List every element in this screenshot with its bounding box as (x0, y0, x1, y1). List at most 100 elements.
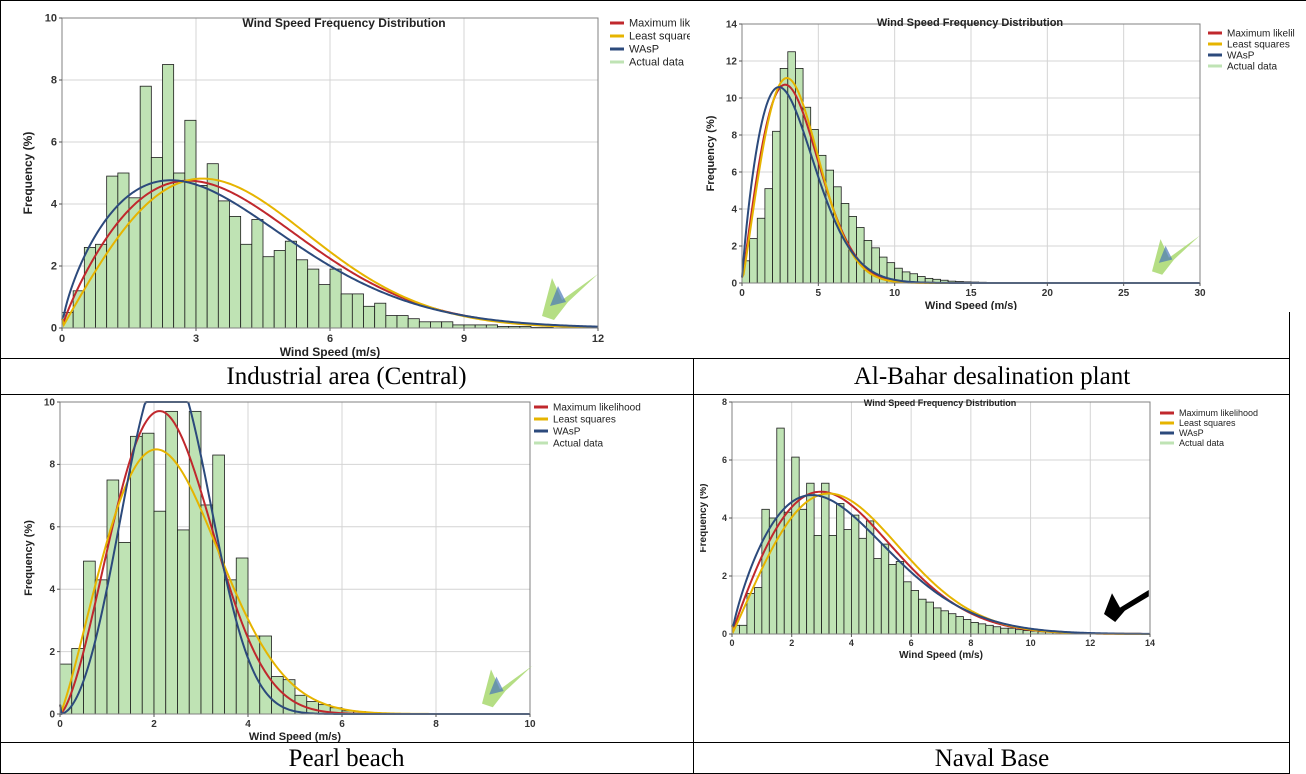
y-tick-label: 4 (722, 513, 727, 523)
histogram-bar (772, 130, 781, 284)
x-axis-label: Wind Speed (m/s) (249, 731, 342, 742)
histogram-bar (753, 587, 763, 635)
histogram-bar (1015, 629, 1024, 635)
histogram-bar (779, 68, 789, 284)
histogram-bar (925, 601, 934, 635)
legend-label: WAsP (1179, 428, 1204, 438)
histogram-bar (856, 227, 865, 284)
histogram-bar (200, 504, 214, 715)
x-tick-label: 12 (592, 333, 604, 345)
histogram-bar (247, 635, 261, 715)
histogram-bar (206, 163, 219, 329)
histogram-bar (985, 624, 994, 635)
logo-shape (542, 274, 598, 320)
table-border-middle (693, 358, 694, 774)
histogram-bar (828, 534, 837, 635)
histogram-bar (385, 315, 398, 329)
y-axis-label: Frequency (%) (23, 520, 35, 596)
y-axis-label: Frequency (%) (21, 132, 35, 215)
histogram-bar (1000, 627, 1009, 635)
y-tick-label: 12 (726, 56, 738, 67)
histogram-bar (418, 321, 431, 329)
watermark-logo-icon (482, 665, 533, 708)
y-tick-label: 0 (731, 278, 737, 289)
x-tick-label: 10 (1026, 638, 1036, 648)
histogram-bar (259, 635, 272, 715)
histogram-bar (340, 293, 353, 329)
legend-label: Least squares (553, 414, 616, 425)
y-tick-label: 6 (51, 137, 57, 149)
logo-shape (489, 676, 504, 695)
x-tick-label: 9 (461, 333, 467, 345)
x-tick-label: 12 (1085, 638, 1095, 648)
y-tick-label: 8 (51, 75, 57, 87)
table-row-divider-2 (0, 394, 1290, 395)
table-border-right (1289, 312, 1290, 774)
chart-industrial: 0 3 6 9 12 0 2 4 6 8 10 Wind Speed (m/s) Frequency (… (21, 13, 690, 359)
legend-label: Actual data (553, 438, 603, 449)
histogram-bar (813, 534, 822, 635)
x-tick-label: 0 (729, 638, 734, 648)
table-border-top (0, 0, 1306, 1)
x-tick-label: 4 (245, 719, 251, 730)
histogram-bar (273, 250, 286, 329)
y-tick-label: 10 (45, 13, 57, 25)
histogram-bar (903, 581, 912, 635)
curve-wasp (61, 179, 599, 328)
histogram-bar (307, 268, 320, 329)
logo-shape (1152, 235, 1200, 275)
legend-label: WAsP (629, 44, 659, 56)
y-tick-label: 2 (731, 241, 737, 252)
histogram-bar (940, 610, 949, 635)
curve-wasp (731, 494, 1151, 635)
y-tick-label: 4 (731, 204, 737, 215)
x-tick-label: 6 (339, 719, 345, 730)
histogram-bar (177, 529, 190, 715)
plot-frame (59, 401, 531, 715)
histogram-bar (1022, 630, 1031, 635)
histogram-bar (396, 315, 409, 329)
histogram-bar (955, 616, 964, 635)
chart-pearl-beach: 0 2 4 6 8 10 0 2 4 6 8 10 Wind Speed (m/s) Frequency … (23, 397, 641, 742)
y-tick-label: 8 (722, 397, 727, 407)
x-tick-label: 2 (789, 638, 794, 648)
histogram-bar (910, 590, 920, 635)
histogram-bar (1007, 627, 1017, 635)
legend-label: Least squares (1179, 418, 1236, 428)
histogram-bar (139, 85, 152, 329)
histogram-bar (407, 318, 420, 329)
histogram-bar (764, 188, 773, 284)
logo-shape (550, 286, 566, 306)
histogram-bar (229, 215, 242, 329)
histogram-bar (83, 560, 96, 715)
histogram-bar (153, 510, 167, 715)
x-tick-label: 10 (889, 288, 901, 299)
caption-pearl-beach: Pearl beach (288, 745, 405, 772)
histogram-bar (865, 520, 875, 635)
x-tick-label: 10 (524, 719, 536, 730)
histogram-bar (843, 529, 852, 635)
y-axis-label: Frequency (%) (705, 115, 717, 191)
y-tick-label: 0 (722, 629, 727, 639)
histogram-bar (212, 454, 225, 715)
histogram-bar (195, 184, 208, 329)
legend-label: WAsP (553, 426, 581, 437)
histogram-bar (992, 626, 1002, 635)
chart-title: Wind Speed Frequency Distribution (864, 398, 1016, 408)
histogram-bar (251, 219, 264, 329)
histogram-bar (833, 186, 842, 284)
legend-label: Least squares (629, 31, 690, 43)
histogram-bar (374, 302, 387, 329)
legend-label: Maximum likelil (1227, 28, 1295, 39)
histogram-bar (888, 563, 897, 635)
caption-naval-base: Naval Base (934, 745, 1050, 772)
chart-al-bahar: 0 5 10 15 20 25 30 0 2 4 6 8 10 12 14 Wind Speed (m/s) F… (705, 17, 1295, 310)
legend-label: Maximum likelihood (553, 402, 641, 413)
histogram-bar (351, 293, 364, 329)
histogram-bar (858, 537, 867, 635)
legend-label: Maximum likelihood (1179, 408, 1258, 418)
histogram-bar (262, 256, 275, 329)
logo-shape (482, 665, 533, 708)
x-axis-label: Wind Speed (m/s) (925, 300, 1018, 310)
logo-shape (1104, 590, 1149, 622)
